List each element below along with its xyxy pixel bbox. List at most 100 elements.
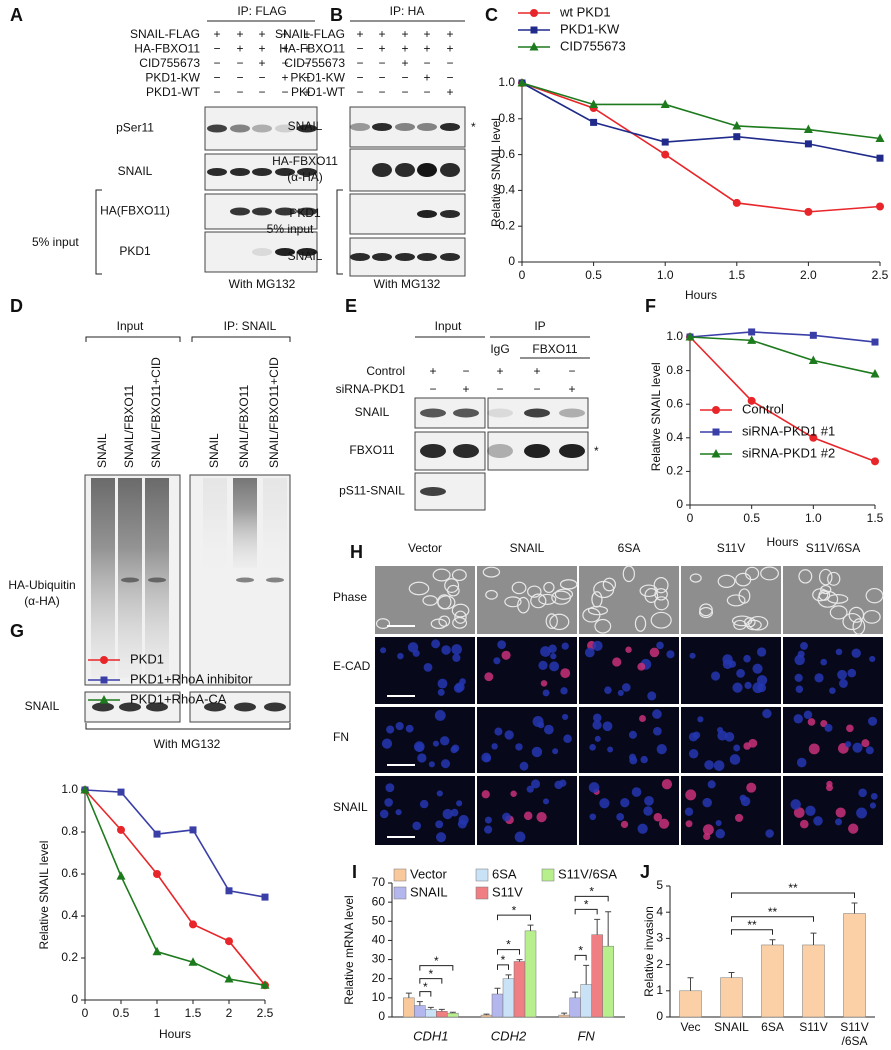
bar [569,997,581,1018]
nucleus [824,723,833,732]
x-axis-label: Hours [766,535,798,549]
cell [543,581,555,594]
band [453,444,479,458]
nucleus [536,811,547,823]
nucleus [622,683,631,692]
cell [554,588,574,600]
cell [511,581,527,595]
blot-label: HA-Ubiquitin [8,578,75,592]
ip-lane-label: IgG [490,342,509,356]
band [204,702,226,712]
nucleus [502,812,511,822]
condition-sign: − [401,71,408,85]
condition-sign: + [213,27,220,41]
nucleus [629,756,638,765]
condition-sign: + [236,27,243,41]
nucleus [563,734,572,744]
y-tick-label: 0.8 [498,111,515,125]
cell [639,584,658,598]
bar [403,997,415,1018]
significance-label: * [584,898,589,912]
nucleus [697,716,704,723]
marker [152,946,162,956]
nucleus [625,646,632,653]
cell [451,569,467,582]
x-tick-label: 0 [519,268,526,282]
nucleus [800,641,808,650]
cell [622,565,635,583]
nucleus [649,647,660,658]
x-tick-label: 1.0 [805,511,822,525]
row-label: FN [333,730,349,744]
nucleus [493,657,501,665]
nucleus [515,743,523,751]
nucleus [532,715,544,727]
legend-label: siRNA-PKD1 #2 [742,445,835,460]
y-tick-label: 0 [71,992,78,1006]
cell [446,584,460,597]
band [487,408,513,418]
legend-marker [712,406,720,414]
condition-sign: + [446,27,453,41]
error-bar [687,977,694,991]
error-bar [561,1012,568,1016]
nucleus [631,787,642,797]
cell [485,589,498,600]
nucleus [432,740,439,747]
blot-label: SNAIL [288,249,323,263]
smear [91,478,115,678]
nucleus [484,672,494,682]
nucleus [592,640,603,651]
nucleus [740,796,751,807]
y-tick-label: 0.2 [61,950,78,964]
marker [589,99,599,108]
condition-label: siRNA-PKD1 [336,382,406,396]
marker [117,788,125,796]
nucleus [451,744,460,753]
cell [593,580,615,599]
nucleus [704,760,714,770]
band [297,124,317,133]
nucleus [689,652,696,659]
nucleus [652,709,662,719]
nucleus [870,792,878,800]
error-bar [449,1011,456,1014]
cell [760,566,779,581]
nucleus [459,678,466,685]
y-tick-label: 1.0 [498,75,515,89]
legend-marker [529,42,539,51]
input-label: 5% input [32,235,79,249]
marker [261,893,269,901]
band [275,207,295,216]
nucleus [550,653,557,660]
nucleus [865,746,874,755]
series-line [689,336,876,375]
nucleus [560,687,568,695]
nucleus [684,807,694,816]
cell [530,593,547,609]
condition-label: CID755673 [139,56,200,70]
cell [827,594,849,604]
significance-bracket [419,991,432,997]
nucleus [497,640,507,650]
blot-label: pS11-SNAIL [339,484,405,498]
band [559,444,585,458]
band [207,124,227,133]
nucleus [599,798,610,809]
x-tick-label: 0.5 [743,511,760,525]
bar [524,930,537,1018]
significance-bracket [731,892,855,899]
condition-sign: + [281,71,288,85]
nucleus [543,724,554,735]
micrograph [477,637,577,704]
condition-sign: − [258,71,265,85]
group-label: Input [435,319,462,333]
ip-header: IP: HA [390,4,425,18]
significance-label: ** [747,918,757,932]
nucleus [381,738,393,749]
band [440,123,460,131]
y-axis-label: Relative mRNA level [342,895,356,1004]
cell [698,606,714,619]
column-label: S11V/6SA [806,541,860,555]
nucleus [748,738,758,748]
